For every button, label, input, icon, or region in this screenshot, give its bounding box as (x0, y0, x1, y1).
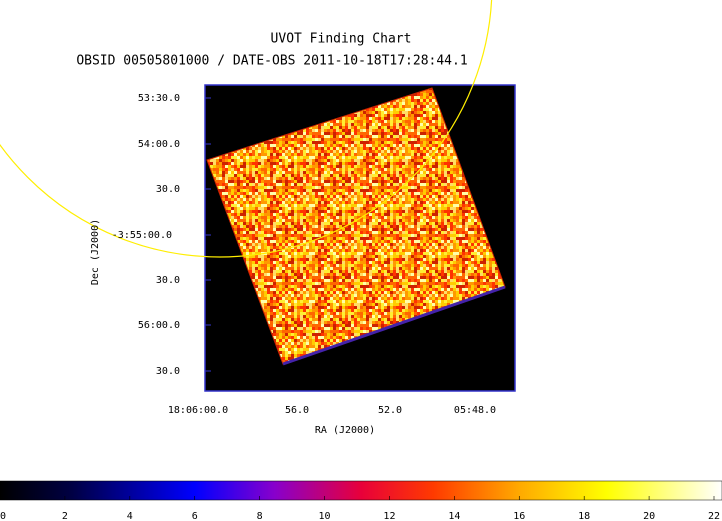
y-tick-label: 54:00.0 (138, 139, 180, 150)
colorbar-tick-label: 4 (127, 511, 133, 521)
colorbar-tick-label: 8 (257, 511, 263, 521)
colorbar (0, 480, 722, 501)
y-axis-label: Dec (J2000) (90, 219, 101, 285)
x-tick-label: 52.0 (378, 405, 402, 416)
colorbar-tick-label: 22 (708, 511, 720, 521)
y-tick-label: 30.0 (156, 366, 180, 377)
y-tick-label: 30.0 (156, 275, 180, 286)
y-tick-label: -3:55:00.0 (112, 230, 172, 241)
x-tick-label: 18:06:00.0 (168, 405, 228, 416)
y-tick-label: 56:00.0 (138, 320, 180, 331)
x-tick-label: 05:48.0 (454, 405, 496, 416)
colorbar-tick-label: 12 (383, 511, 395, 521)
colorbar-tick-label: 6 (192, 511, 198, 521)
colorbar-tick-label: 20 (643, 511, 655, 521)
y-tick-label: 30.0 (156, 184, 180, 195)
error-circle (0, 0, 493, 258)
image-edge (282, 285, 506, 366)
colorbar-tick-label: 18 (578, 511, 590, 521)
colorbar-tick-label: 14 (448, 511, 460, 521)
colorbar-tick-label: 2 (62, 511, 68, 521)
colorbar-tick-label: 10 (319, 511, 331, 521)
x-axis-label: RA (J2000) (315, 425, 375, 436)
subtitle: OBSID 00505801000 / DATE-OBS 2011-10-18T… (76, 54, 467, 69)
x-tick-label: 56.0 (285, 405, 309, 416)
title: UVOT Finding Chart (271, 32, 412, 47)
colorbar-tick-label: 0 (0, 511, 6, 521)
colorbar-tick-label: 16 (513, 511, 525, 521)
y-tick-label: 53:30.0 (138, 93, 180, 104)
